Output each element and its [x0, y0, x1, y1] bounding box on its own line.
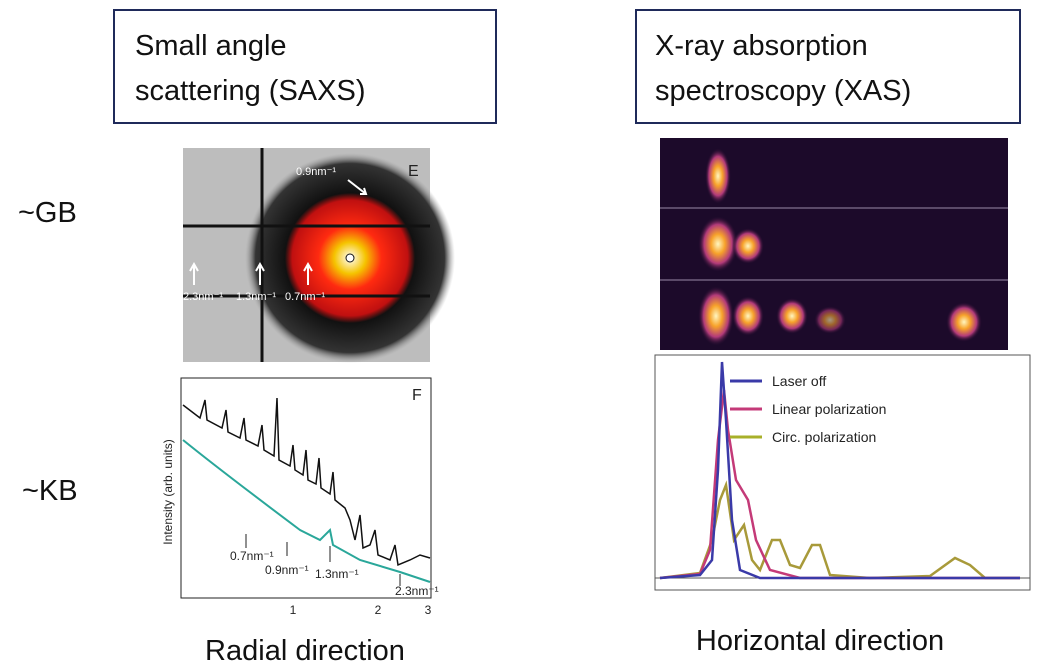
blob	[776, 298, 808, 334]
saxs-image: E 0.9nm⁻¹ 2.3nm⁻¹ 1.3nm⁻¹ 0.7nm⁻¹	[183, 148, 455, 363]
saxs-plot: F Intensity (arb. units) 0.7nm⁻¹ 0.9nm⁻¹…	[161, 378, 439, 617]
annotation: 0.7nm⁻¹	[285, 291, 325, 303]
annotation: 0.9nm⁻¹	[296, 166, 336, 178]
row-label: ~KB	[22, 475, 78, 507]
slide: Small angle scattering (SAXS) X-ray abso…	[0, 0, 1040, 664]
annotation: 1.3nm⁻¹	[315, 567, 359, 581]
title-line: scattering (SAXS)	[135, 75, 365, 107]
blob	[732, 296, 764, 336]
title-line: X-ray absorption	[655, 30, 868, 62]
panel-label: F	[412, 387, 422, 404]
legend-label: Laser off	[772, 373, 826, 389]
annotation: 0.9nm⁻¹	[265, 563, 309, 577]
caption: Radial direction	[205, 635, 405, 664]
blob	[698, 286, 734, 346]
blob	[698, 216, 738, 272]
caption: Horizontal direction	[696, 625, 944, 657]
annotation: 0.7nm⁻¹	[230, 549, 274, 563]
annotation: 2.3nm⁻¹	[395, 584, 439, 598]
row-label: ~GB	[18, 197, 77, 229]
x-tick-label: 2	[375, 603, 382, 617]
title-line: spectroscopy (XAS)	[655, 75, 911, 107]
legend-label: Circ. polarization	[772, 429, 876, 445]
title-line: Small angle	[135, 30, 287, 62]
page: {"rows": ["~GB", "~KB"], "saxs": {"title…	[0, 0, 1040, 664]
blob	[705, 148, 731, 204]
xas-image	[660, 138, 1008, 350]
annotation: 2.3nm⁻¹	[183, 291, 223, 303]
body: Small angle scattering (SAXS) X-ray abso…	[0, 0, 1040, 664]
xas-plot: Laser off Linear polarization Circ. pola…	[655, 355, 1030, 590]
y-axis-label: Intensity (arb. units)	[161, 439, 175, 544]
blob	[814, 306, 846, 334]
blob	[732, 228, 764, 264]
blob	[946, 302, 982, 342]
legend-label: Linear polarization	[772, 401, 886, 417]
annotation: 1.3nm⁻¹	[236, 291, 276, 303]
center	[346, 254, 354, 262]
x-tick-label: 3	[425, 603, 432, 617]
panel-label: E	[408, 163, 419, 180]
x-tick-label: 1	[290, 603, 297, 617]
